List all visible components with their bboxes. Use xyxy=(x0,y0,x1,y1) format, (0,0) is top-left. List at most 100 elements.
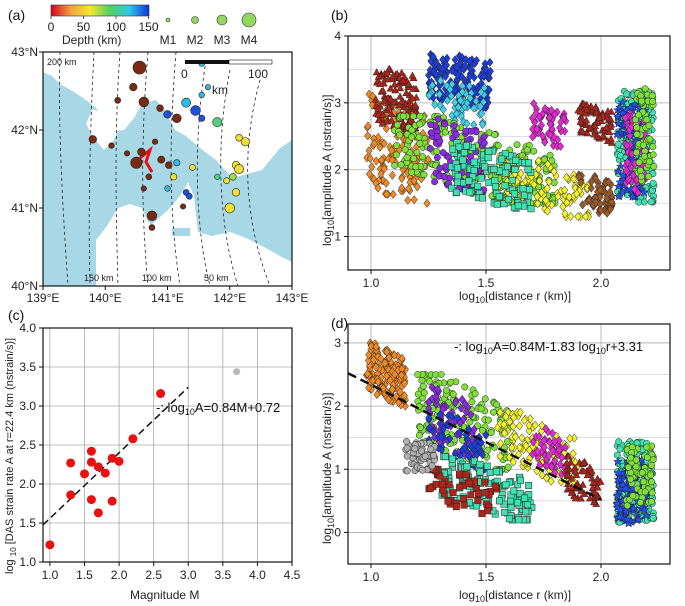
data-point xyxy=(377,354,385,364)
data-point xyxy=(426,423,434,433)
data-point xyxy=(481,395,489,403)
panel-c-ytick: 3.0 xyxy=(19,399,36,413)
data-point xyxy=(410,155,418,163)
panel-a-map: (a) 0 50 100 150 Depth (km) M1 M2 M3 M4 xyxy=(8,4,308,305)
data-point xyxy=(578,127,587,135)
data-point xyxy=(613,474,624,484)
data-point xyxy=(508,176,516,184)
data-point xyxy=(645,158,653,166)
data-point xyxy=(555,445,563,455)
magnitude-point xyxy=(128,434,138,444)
data-point xyxy=(633,130,641,138)
data-point xyxy=(438,432,446,442)
data-point xyxy=(388,71,397,79)
panel-b-xtick: 1.0 xyxy=(363,276,380,290)
data-point xyxy=(484,446,492,454)
data-point xyxy=(451,397,460,408)
data-point xyxy=(454,172,462,180)
data-point xyxy=(452,62,460,72)
data-point xyxy=(418,377,426,384)
panel-b-ytick: 2 xyxy=(334,163,341,177)
data-point xyxy=(561,209,569,219)
data-point xyxy=(413,148,421,156)
data-point xyxy=(459,156,467,164)
magnitude-point xyxy=(100,468,110,478)
panel-c-xtick: 2.0 xyxy=(111,568,128,582)
distance-contours xyxy=(59,52,271,286)
data-point xyxy=(564,452,573,460)
data-point xyxy=(641,488,649,496)
data-point xyxy=(493,401,501,408)
panel-d-xtick: 1.5 xyxy=(478,570,495,584)
data-point xyxy=(462,407,470,417)
data-point xyxy=(465,451,473,461)
data-point xyxy=(588,176,596,186)
land-hokkaido-peninsula xyxy=(86,110,120,150)
data-point xyxy=(545,451,553,461)
magnitude-legend-label: M2 xyxy=(187,33,204,47)
earthquake-event xyxy=(204,84,211,91)
data-point xyxy=(448,411,456,421)
data-point xyxy=(433,148,441,155)
data-point xyxy=(525,159,532,167)
data-point xyxy=(374,183,382,193)
data-point xyxy=(522,441,530,451)
earthquake-event xyxy=(180,203,187,210)
data-point xyxy=(383,189,391,199)
data-point xyxy=(632,463,640,471)
data-point xyxy=(508,442,516,453)
data-point xyxy=(596,477,605,485)
data-point xyxy=(645,122,653,130)
data-point xyxy=(500,200,508,208)
data-point xyxy=(457,403,465,413)
data-point xyxy=(384,75,393,83)
data-point xyxy=(390,97,399,106)
data-point xyxy=(582,211,590,222)
data-point xyxy=(485,178,493,186)
data-point xyxy=(388,384,396,394)
data-point xyxy=(637,173,645,181)
magnitude-point xyxy=(114,456,124,466)
data-point xyxy=(401,391,409,401)
earthquake-event xyxy=(129,82,138,92)
data-point xyxy=(595,113,604,121)
data-point xyxy=(442,386,450,394)
data-point xyxy=(602,123,611,131)
data-point xyxy=(646,135,654,143)
data-point xyxy=(603,107,612,115)
earthquake-event xyxy=(181,97,192,108)
earthquake-event xyxy=(164,185,171,192)
data-point xyxy=(528,113,536,123)
data-point xyxy=(623,157,631,167)
data-point xyxy=(448,184,456,192)
data-point xyxy=(477,405,485,413)
data-point xyxy=(438,480,446,488)
data-point xyxy=(586,463,594,471)
data-point xyxy=(575,172,583,182)
data-point xyxy=(406,116,415,124)
data-point xyxy=(583,470,592,478)
data-point xyxy=(416,112,424,120)
data-point xyxy=(435,89,443,99)
data-point xyxy=(612,129,622,139)
earthquake-event xyxy=(163,110,172,119)
scalebar-100: 100 xyxy=(248,67,268,81)
data-point xyxy=(443,95,451,105)
data-point xyxy=(399,76,408,84)
data-point xyxy=(579,458,588,466)
data-point xyxy=(439,404,447,414)
data-point xyxy=(640,478,647,486)
data-point xyxy=(414,390,422,398)
data-point xyxy=(531,420,539,430)
data-point xyxy=(632,456,640,464)
earthquake-event xyxy=(223,177,230,184)
data-point xyxy=(502,481,510,489)
data-point xyxy=(386,84,395,92)
data-point xyxy=(386,95,395,103)
data-point xyxy=(454,178,461,186)
earthquake-event xyxy=(235,134,243,142)
data-point xyxy=(627,475,634,483)
data-point xyxy=(546,119,554,129)
data-point xyxy=(466,72,474,82)
